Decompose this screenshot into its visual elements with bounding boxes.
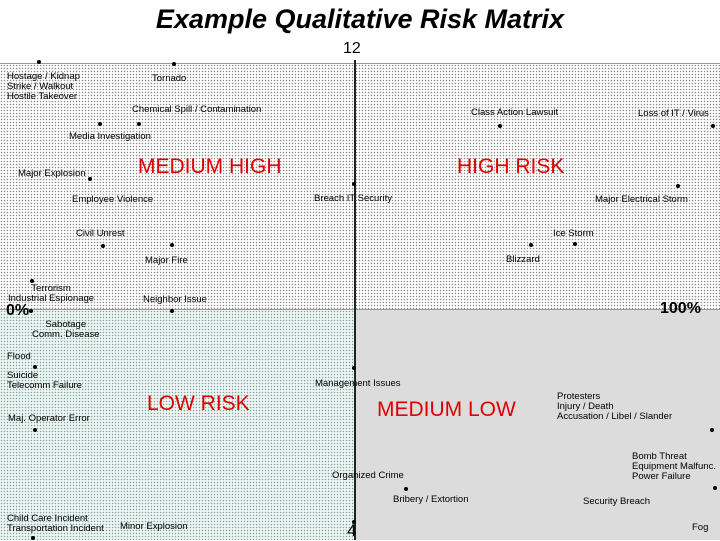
- risk-point-major-explosion: [88, 177, 92, 181]
- risk-label-sabotage: Sabotage Comm. Disease: [32, 319, 100, 340]
- vertical-axis-line: [354, 60, 356, 540]
- risk-point-loss-it: [711, 124, 715, 128]
- risk-point-blizzard: [529, 243, 533, 247]
- risk-point-class-action: [498, 124, 502, 128]
- risk-label-ice-storm: Ice Storm: [553, 228, 594, 239]
- risk-label-breach-it: Breach IT Security: [314, 193, 392, 204]
- risk-point-sabotage: [29, 309, 33, 313]
- axis-top-label: 12: [343, 40, 361, 57]
- risk-label-management: Management Issues: [315, 378, 401, 389]
- risk-label-bomb-threat: Bomb Threat Equipment Malfunc. Power Fai…: [632, 451, 716, 482]
- risk-label-security-breach: Security Breach: [583, 496, 651, 507]
- risk-label-flood: Flood: [7, 351, 31, 362]
- risk-point-bribery: [352, 520, 356, 524]
- risk-point-child-care: [31, 536, 35, 540]
- risk-label-operator-error: Maj. Operator Error: [8, 413, 90, 424]
- risk-point-management: [352, 366, 356, 370]
- page-title: Example Qualitative Risk Matrix: [155, 4, 565, 34]
- risk-label-bribery: Bribery / Extortion: [393, 494, 469, 505]
- risk-label-terrorism: Terrorism Industrial Espionage: [8, 283, 95, 304]
- risk-label-blizzard: Blizzard: [506, 254, 540, 265]
- risk-point-civil-unrest: [101, 244, 105, 248]
- risk-label-neighbor: Neighbor Issue: [143, 294, 207, 305]
- risk-label-media: Media Investigation: [69, 131, 151, 142]
- risk-label-child-care: Child Care Incident Transportation Incid…: [7, 513, 104, 534]
- risk-point-neighbor: [170, 309, 174, 313]
- quadrant-medium-low: [355, 310, 720, 540]
- risk-label-class-action: Class Action Lawsuit: [471, 107, 559, 118]
- axis-left-label: 0%: [6, 302, 30, 319]
- risk-label-hostage: Hostage / Kidnap Strike / Walkout Hostil…: [7, 71, 80, 102]
- risk-label-minor-explosion: Minor Explosion: [120, 521, 188, 532]
- zone-low-risk-label: LOW RISK: [147, 392, 250, 415]
- axis-bottom-label: 4: [347, 521, 357, 540]
- horizontal-axis-line: [0, 309, 720, 310]
- zone-medium-low-label: MEDIUM LOW: [377, 398, 516, 421]
- risk-label-chemical-spill: Chemical Spill / Contamination: [132, 104, 262, 115]
- risk-point-operator-error: [33, 428, 37, 432]
- axis-right-label: 100%: [660, 300, 701, 317]
- risk-label-suicide: Suicide Telecomm Failure: [7, 370, 82, 391]
- risk-point-bomb-threat: [713, 486, 717, 490]
- risk-label-protesters: Protesters Injury / Death Accusation / L…: [557, 391, 673, 422]
- risk-point-breach-it: [352, 182, 356, 186]
- risk-label-tornado: Tornado: [152, 73, 187, 84]
- risk-point-protesters: [710, 428, 714, 432]
- risk-point-hostage: [37, 60, 41, 64]
- risk-point-organized-crime: [404, 487, 408, 491]
- risk-label-fog: Fog: [692, 522, 709, 533]
- risk-point-terrorism: [30, 279, 34, 283]
- risk-label-organized-crime: Organized Crime: [332, 470, 404, 481]
- risk-point-chemical-spill-b: [137, 122, 141, 126]
- zone-medium-high-label: MEDIUM HIGH: [138, 155, 282, 178]
- zone-high-risk-label: HIGH RISK: [457, 155, 565, 178]
- risk-point-chemical-spill-a: [98, 122, 102, 126]
- risk-label-civil-unrest: Civil Unrest: [76, 228, 125, 239]
- top-border: [0, 63, 720, 64]
- risk-label-employee-violence: Employee Violence: [72, 194, 154, 205]
- risk-label-major-fire: Major Fire: [145, 255, 188, 266]
- quadrant-low-risk: [0, 310, 355, 540]
- risk-point-ice-storm: [573, 242, 577, 246]
- risk-point-flood: [33, 365, 37, 369]
- risk-label-major-explosion: Major Explosion: [18, 168, 86, 179]
- risk-label-loss-it: Loss of IT / Virus: [638, 108, 709, 119]
- quadrant-medium-high: [0, 64, 355, 310]
- risk-point-electrical-storm: [676, 184, 680, 188]
- risk-label-electrical-storm: Major Electrical Storm: [595, 194, 688, 205]
- quadrant-high-risk: [355, 64, 720, 310]
- risk-point-tornado: [172, 62, 176, 66]
- risk-point-major-fire: [170, 243, 174, 247]
